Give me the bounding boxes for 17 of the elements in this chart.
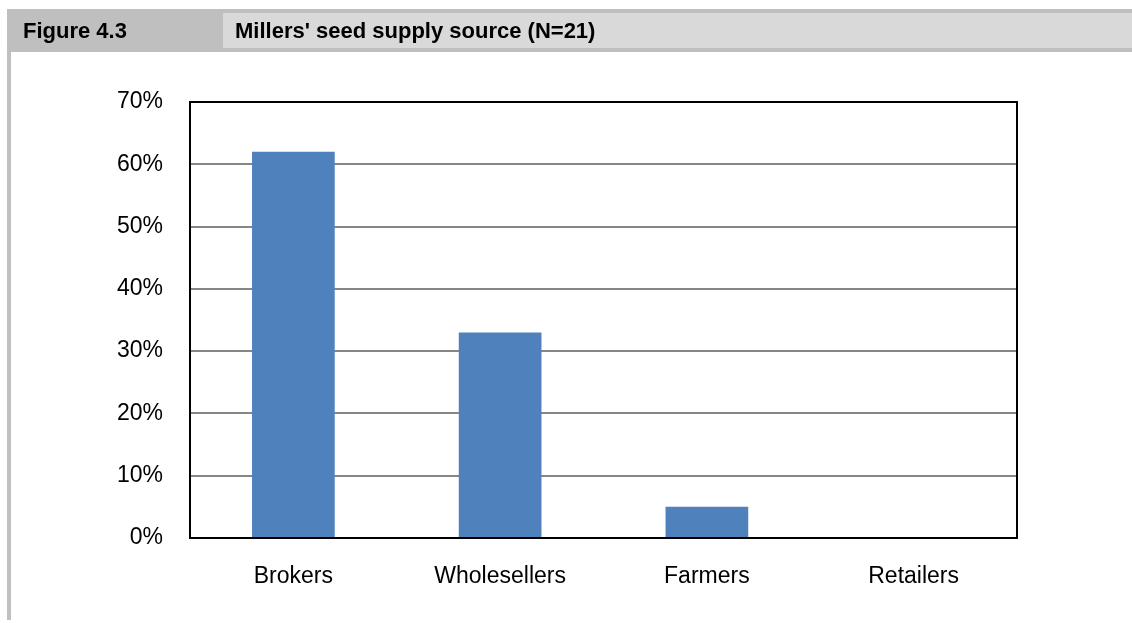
y-tick-label: 60%	[116, 149, 163, 176]
x-tick-label: Wholesellers	[434, 562, 566, 589]
y-tick-label: 50%	[116, 211, 163, 238]
y-tick-label: 40%	[116, 274, 163, 301]
x-tick-label: Retailers	[868, 562, 960, 589]
x-tick-label: Farmers	[664, 562, 750, 589]
chart-title: Millers' seed supply source (N=21)	[235, 17, 596, 45]
bar	[665, 506, 749, 537]
bar	[458, 332, 542, 537]
y-tick-label: 30%	[116, 336, 163, 363]
y-tick-label: 70%	[116, 87, 163, 114]
caption: Figure 4.3	[23, 18, 127, 43]
bar	[252, 151, 335, 537]
x-tick-label: Brokers	[253, 562, 333, 589]
y-tick-label: 10%	[116, 461, 163, 488]
y-tick-label: 0%	[129, 523, 163, 550]
y-tick-label: 20%	[116, 398, 163, 425]
